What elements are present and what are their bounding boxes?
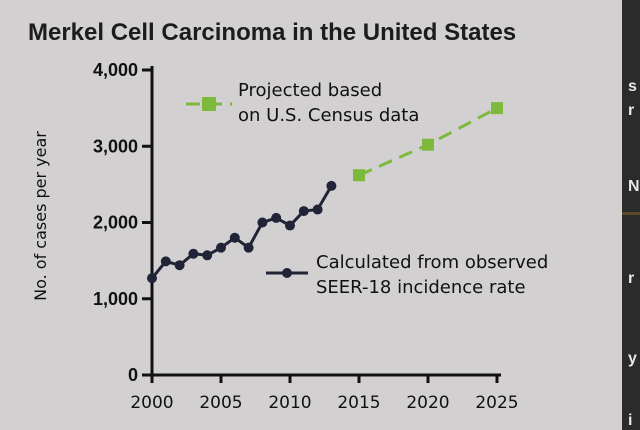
data-point-observed [216, 242, 226, 253]
series-layer [147, 102, 503, 284]
data-point-observed [271, 212, 282, 223]
data-point-observed [147, 273, 157, 284]
data-point-projected [422, 138, 434, 151]
legend-marker-observed [282, 268, 292, 278]
y-tick-label: 2,000 [93, 213, 138, 233]
x-tick-label: 2005 [199, 393, 242, 413]
data-point-observed [229, 232, 240, 243]
data-point-observed [243, 242, 254, 253]
data-point-observed [202, 250, 213, 261]
data-point-projected [353, 169, 365, 182]
data-point-observed [298, 206, 309, 217]
y-tick-label: 4,000 [93, 60, 138, 80]
legend-label-observed: SEER-18 incidence rate [316, 277, 526, 298]
data-point-observed [326, 180, 337, 191]
x-tick-label: 2020 [406, 393, 449, 413]
data-point-observed [160, 256, 171, 267]
x-tick-label: 2025 [475, 393, 518, 413]
y-axis-label: No. of cases per year [31, 131, 50, 301]
axes [150, 66, 501, 377]
chart-title: Merkel Cell Carcinoma in the United Stat… [28, 19, 516, 46]
legend: Calculated from observed SEER-18 incidenc… [186, 80, 548, 298]
data-point-observed [174, 260, 185, 271]
legend-label-observed: Calculated from observed [316, 252, 548, 273]
adjacent-page-strip: s r N r y i [622, 0, 640, 430]
x-tick-label: 2000 [130, 393, 173, 413]
data-point-observed [188, 248, 199, 259]
legend-label-projected: Projected based [238, 80, 382, 101]
x-tick-label: 2010 [268, 393, 311, 413]
legend-label-projected: on U.S. Census data [238, 105, 419, 126]
data-point-observed [257, 217, 268, 228]
y-tick-label: 3,000 [93, 136, 138, 156]
y-tick-label: 0 [128, 365, 138, 385]
data-point-observed [285, 220, 295, 231]
data-point-projected [491, 102, 503, 115]
legend-marker-projected [202, 97, 216, 111]
ticks: 0 1,000 2,000 3,000 4,000 2000 2005 2010 2015 202… [93, 60, 519, 413]
data-point-observed [312, 204, 323, 215]
x-tick-label: 2015 [337, 393, 380, 413]
y-tick-label: 1,000 [93, 289, 138, 309]
